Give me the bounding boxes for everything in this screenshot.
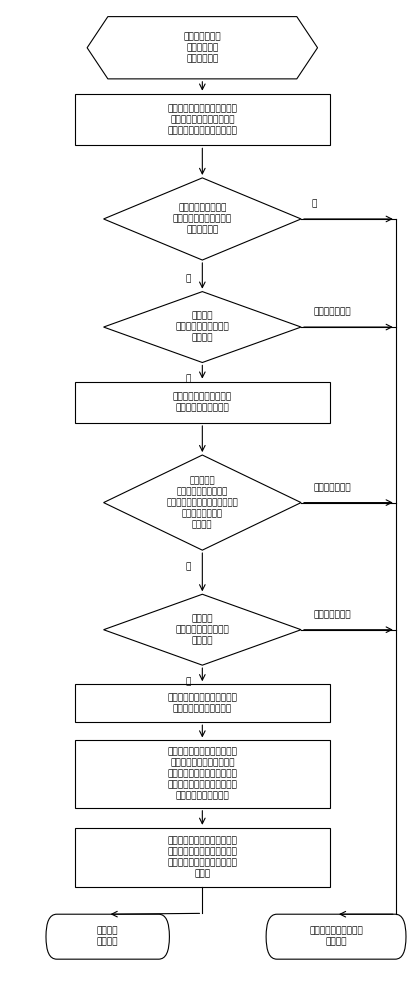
- FancyBboxPatch shape: [266, 914, 406, 959]
- Text: 将满足判断条件的时刻存
储至事件起始时刻数组: 将满足判断条件的时刻存 储至事件起始时刻数组: [173, 392, 232, 412]
- FancyBboxPatch shape: [75, 828, 330, 887]
- Polygon shape: [103, 178, 301, 260]
- Text: 不存在满足条件约束的
测试数据: 不存在满足条件约束的 测试数据: [309, 927, 363, 947]
- Text: 以相邻两次
起始时刻为时间区间，
查询测试数据库，判断是否存在
满足终止条件项的
测试时刻: 以相邻两次 起始时刻为时间区间， 查询测试数据库，判断是否存在 满足终止条件项的…: [166, 476, 238, 529]
- FancyBboxPatch shape: [75, 382, 330, 423]
- Text: 根据起始延时项、终止延时项
分别对上述各次事件起始时
刻、事件终止时刻进行偏移量
调整，得到最终的事件起始时
刻、事件终止时刻数组: 根据起始延时项、终止延时项 分别对上述各次事件起始时 刻、事件终止时刻进行偏移量…: [167, 747, 237, 801]
- Text: 是: 是: [185, 274, 191, 283]
- FancyBboxPatch shape: [75, 94, 330, 145]
- Polygon shape: [103, 292, 301, 363]
- Text: 数据库配置信息
过程起始条件
过程终止条件: 数据库配置信息 过程起始条件 过程终止条件: [183, 32, 221, 63]
- Text: 查询结束
给出结果: 查询结束 给出结果: [97, 927, 118, 947]
- FancyBboxPatch shape: [75, 684, 330, 722]
- Polygon shape: [87, 17, 317, 79]
- Polygon shape: [103, 594, 301, 665]
- FancyBboxPatch shape: [46, 914, 169, 959]
- Text: 以各次对应的事件起始时刻、
事件终止时刻作为时间区间，
依次从测试数据库查询目标参
数数据: 以各次对应的事件起始时刻、 事件终止时刻作为时间区间， 依次从测试数据库查询目标…: [167, 836, 237, 878]
- Text: 是: 是: [185, 562, 191, 571]
- Text: 是: 是: [185, 677, 191, 686]
- Text: 依次判断
各测试时刻是否满足终
止前提项: 依次判断 各测试时刻是否满足终 止前提项: [176, 614, 229, 645]
- Polygon shape: [103, 455, 301, 550]
- Text: 无一次满足条件: 无一次满足条件: [314, 610, 351, 619]
- Text: 存储各次符合判断条件的事件
起始时刻、事件终止时刻: 存储各次符合判断条件的事件 起始时刻、事件终止时刻: [167, 693, 237, 713]
- Text: 无一次满足条件: 无一次满足条件: [314, 483, 351, 492]
- Text: 是: 是: [185, 375, 191, 384]
- Text: 查询测试数据库，判
断是否存在满足起始条件
项的测试时刻: 查询测试数据库，判 断是否存在满足起始条件 项的测试时刻: [173, 203, 232, 235]
- Text: 依次判断
各测试时刻是否满足起
始前提项: 依次判断 各测试时刻是否满足起 始前提项: [176, 311, 229, 343]
- Text: 分解出起始前提项、起始条件
项、起始延时项、终止前提
项、终止条件项和终止延时项: 分解出起始前提项、起始条件 项、起始延时项、终止前提 项、终止条件项和终止延时项: [167, 104, 237, 135]
- Text: 否: 否: [311, 200, 317, 209]
- Text: 无一次满足条件: 无一次满足条件: [314, 308, 351, 317]
- FancyBboxPatch shape: [75, 740, 330, 808]
